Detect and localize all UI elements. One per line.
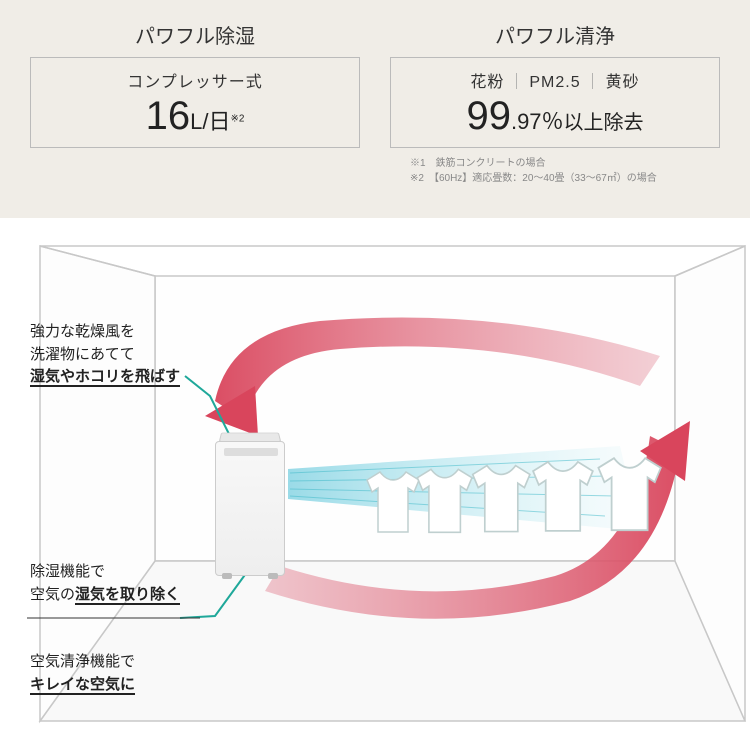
purify-sub: 花粉｜PM2.5｜黄砂 bbox=[399, 68, 711, 92]
purify-item-0: 花粉 bbox=[470, 74, 504, 91]
dehumid-box: コンプレッサー式 16L/日※2 bbox=[30, 57, 360, 148]
purify-box: 花粉｜PM2.5｜黄砂 99.97％以上除去 bbox=[390, 57, 720, 148]
purify-item-1: PM2.5 bbox=[529, 74, 580, 91]
dehumid-num: 16 bbox=[146, 94, 191, 138]
purify-tail: 以上除去 bbox=[564, 112, 644, 134]
diagram-section: 強力な乾燥風を 洗濯物にあてて 湿気やホコリを飛ばす 除湿機能で 空気の湿気を取… bbox=[0, 218, 750, 750]
dehumid-value: 16L/日※2 bbox=[39, 94, 351, 139]
room-diagram bbox=[0, 221, 750, 753]
dehumid-title: パワフル除湿 bbox=[30, 20, 360, 49]
purify-num: 99 bbox=[466, 94, 511, 138]
footnote-1: ※1 鉄筋コンクリートの場合 bbox=[410, 156, 720, 171]
dehumid-sub: コンプレッサー式 bbox=[39, 68, 351, 92]
purify-item-2: 黄砂 bbox=[606, 74, 640, 91]
purify-dec: .97％ bbox=[511, 109, 564, 134]
purify-card: パワフル清浄 花粉｜PM2.5｜黄砂 99.97％以上除去 bbox=[390, 20, 720, 148]
purify-title: パワフル清浄 bbox=[390, 20, 720, 49]
dehumid-sup: ※2 bbox=[230, 113, 244, 124]
dehumid-card: パワフル除湿 コンプレッサー式 16L/日※2 bbox=[30, 20, 360, 148]
dehumid-unit: L/日 bbox=[190, 109, 230, 134]
spec-panel: パワフル除湿 コンプレッサー式 16L/日※2 パワフル清浄 花粉｜PM2.5｜… bbox=[0, 0, 750, 218]
footnote-2: ※2 【60Hz】適応畳数：20～40畳（33～67㎡）の場合 bbox=[410, 171, 720, 186]
footnotes: ※1 鉄筋コンクリートの場合 ※2 【60Hz】適応畳数：20～40畳（33～6… bbox=[30, 156, 720, 186]
appliance-icon bbox=[215, 441, 285, 576]
spec-cards: パワフル除湿 コンプレッサー式 16L/日※2 パワフル清浄 花粉｜PM2.5｜… bbox=[30, 20, 720, 148]
purify-value: 99.97％以上除去 bbox=[399, 94, 711, 139]
